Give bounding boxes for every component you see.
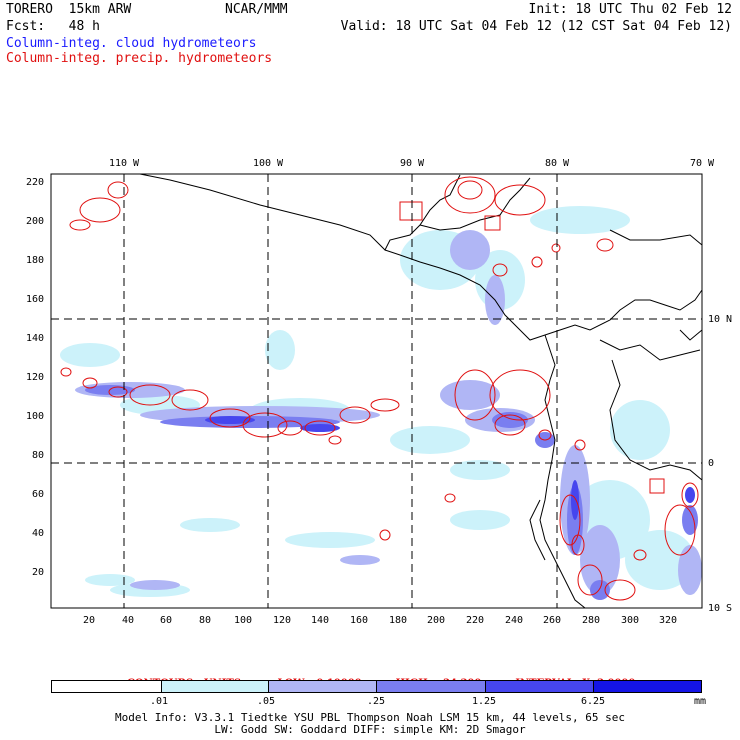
colorbar-swatch [52,681,162,692]
y-tick: 120 [26,372,44,383]
x-tick: 300 [621,615,639,626]
y-tick: 100 [26,411,44,422]
y-tick: 180 [26,255,44,266]
x-tick: 60 [160,615,172,626]
y-tick: 220 [26,177,44,188]
lon-label-100w: 100 W [253,158,284,169]
x-tick: 80 [199,615,211,626]
x-tick: 100 [234,615,252,626]
precip-contour-layer [60,176,699,601]
x-tick: 320 [659,615,677,626]
colorbar-label: 1.25 [472,696,497,707]
colorbar-swatch [377,681,486,692]
init-time: Init: 18 UTC Thu 02 Feb 12 [528,2,733,17]
lat-label-0: 0 [708,458,714,469]
cloud-shading-layer [60,206,702,600]
x-tick: 200 [427,615,445,626]
org-label: NCAR/MMM [225,2,288,17]
lon-label-70w: 70 W [690,158,715,169]
colorbar-label: 6.25 [581,696,606,707]
y-tick: 40 [32,528,44,539]
x-tick: 120 [273,615,291,626]
y-tick: 20 [32,567,44,578]
lat-label-10n: 10 N [708,314,732,325]
x-tick: 220 [466,615,484,626]
colorbar-units: mm [694,696,707,707]
colorbar-swatch [269,681,377,692]
valid-time: Valid: 18 UTC Sat 04 Feb 12 (12 CST Sat … [340,19,732,34]
x-tick: 20 [83,615,95,626]
x-tick: 140 [311,615,329,626]
y-tick: 140 [26,333,44,344]
y-tick: 160 [26,294,44,305]
coastline-layer [139,173,703,609]
colorbar-label: .05 [257,696,276,707]
x-tick: 280 [582,615,600,626]
x-tick: 240 [505,615,523,626]
colorbar-swatch [594,681,702,692]
colorbar-swatch [485,681,595,692]
lat-label-10s: 10 S [708,603,732,614]
colorbar-swatch [161,681,270,692]
x-tick: 160 [350,615,368,626]
field-precip-label: Column-integ. precip. hydrometeors [6,51,273,66]
colorbar-label: .25 [367,696,386,707]
x-tick: 40 [122,615,134,626]
forecast-map: 110 W 100 W 90 W 80 W 70 W 10 N 0 10 S 2… [26,158,732,626]
x-tick: 180 [389,615,407,626]
map-grid [51,174,702,608]
lon-label-80w: 80 W [545,158,570,169]
lon-label-90w: 90 W [400,158,425,169]
model-info-line1: Model Info: V3.3.1 Tiedtke YSU PBL Thomp… [115,711,625,724]
x-tick: 260 [543,615,561,626]
y-tick: 80 [32,450,44,461]
forecast-hour: Fcst: 48 h [6,19,100,34]
y-tick: 200 [26,216,44,227]
model-info-line2: LW: Godd SW: Goddard DIFF: simple KM: 2D… [214,723,526,736]
lon-label-110w: 110 W [109,158,140,169]
y-tick: 60 [32,489,44,500]
colorbar [51,680,702,693]
field-cloud-label: Column-integ. cloud hydrometeors [6,36,257,51]
colorbar-label: .01 [150,696,169,707]
model-name: TORERO 15km ARW [6,2,132,17]
map-frame [50,173,703,609]
